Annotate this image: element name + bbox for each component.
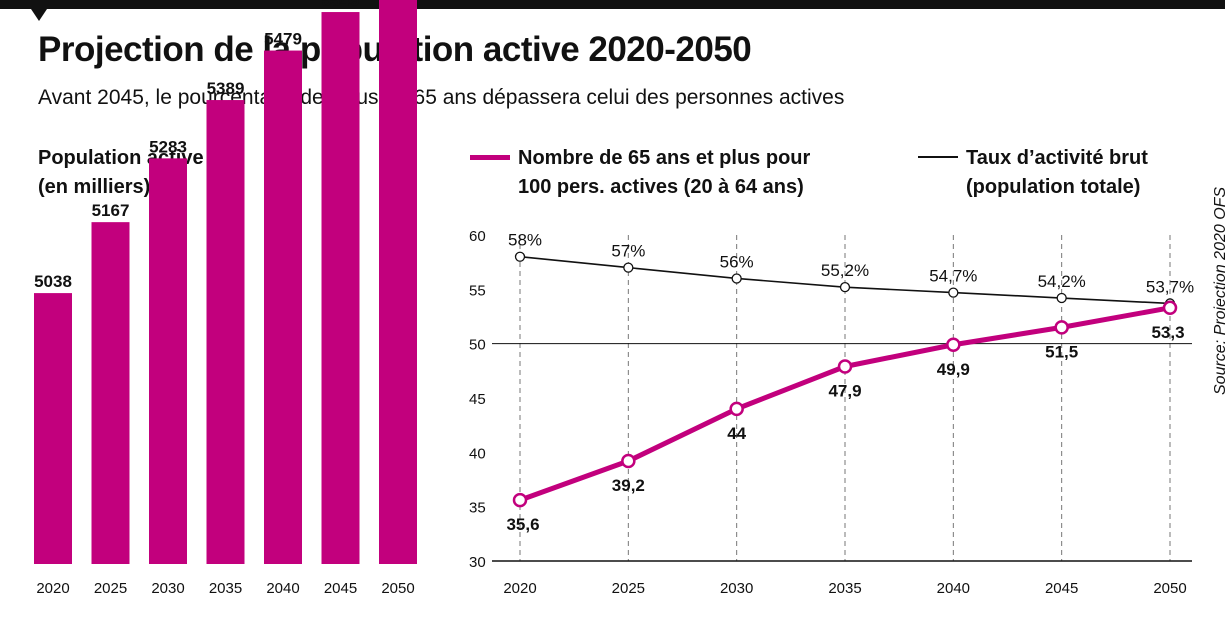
legend-activity: Taux d’activité brut (population totale) bbox=[966, 144, 1148, 202]
bar-x-tick: 2035 bbox=[209, 580, 242, 597]
legend-activity-line2: (population totale) bbox=[966, 176, 1141, 198]
y-tick-label: 35 bbox=[469, 500, 486, 517]
source-note: Source: Projection 2020 OFS bbox=[1212, 186, 1225, 395]
legend-swatch-ratio bbox=[470, 155, 510, 160]
bar-chart-title-line2: (en milliers) bbox=[38, 176, 151, 198]
bar-2020 bbox=[34, 293, 72, 564]
line-x-tick: 2030 bbox=[720, 580, 753, 597]
ratio-65-point bbox=[1162, 300, 1178, 316]
line-x-tick: 2025 bbox=[612, 580, 645, 597]
ratio-65-label: 39,2 bbox=[612, 476, 645, 495]
ratio-65-label: 47,9 bbox=[828, 381, 861, 400]
legend-swatch-activity bbox=[918, 156, 958, 158]
bar-value-label: 5038 bbox=[34, 272, 72, 291]
bar-2030 bbox=[149, 158, 187, 564]
activity-rate-label: 57% bbox=[611, 242, 645, 261]
activity-rate-point bbox=[1056, 292, 1067, 304]
activity-rate-label: 54,2% bbox=[1038, 272, 1086, 291]
bar-value-label: 5479 bbox=[264, 30, 302, 49]
activity-rate-point bbox=[731, 273, 742, 284]
ratio-65-label: 53,3 bbox=[1151, 323, 1184, 342]
ratio-65-point bbox=[946, 337, 961, 353]
line-x-tick: 2045 bbox=[1045, 580, 1078, 597]
bar-chart: 5038 2020 5167 2025 5283 2030 5389 2035 5479 2040… bbox=[30, 0, 420, 597]
bar-value-label: 5283 bbox=[149, 137, 187, 156]
activity-rate-point bbox=[623, 262, 634, 273]
line-chart: 2020 2025 2030 2035 2040 2045 2050 30 35 40 45 50 55… bbox=[469, 228, 1194, 597]
legend-activity-line1: Taux d’activité brut bbox=[966, 147, 1148, 169]
y-tick-label: 45 bbox=[469, 391, 486, 408]
y-tick-label: 55 bbox=[469, 282, 486, 299]
ratio-65-point bbox=[512, 492, 528, 508]
bar-2045 bbox=[321, 12, 360, 565]
ratio-65-point bbox=[729, 401, 744, 417]
bar-value-label: 5389 bbox=[207, 79, 245, 98]
bar-2035 bbox=[206, 100, 245, 565]
legend-ratio: Nombre de 65 ans et plus pour 100 pers. … bbox=[518, 144, 810, 202]
triangle-marker-icon bbox=[31, 9, 47, 21]
ratio-65-point bbox=[1054, 320, 1069, 335]
line-x-tick: 2050 bbox=[1153, 580, 1186, 597]
activity-rate-label: 53,7% bbox=[1146, 277, 1194, 296]
line-x-tick: 2020 bbox=[503, 580, 536, 597]
ratio-65-point bbox=[837, 359, 853, 374]
bar-2040 bbox=[264, 50, 302, 565]
bar-x-tick: 2020 bbox=[36, 580, 69, 597]
bar-2050 bbox=[379, 0, 417, 565]
activity-rate-point bbox=[948, 287, 959, 298]
ratio-65-point bbox=[621, 453, 636, 469]
line-x-tick: 2035 bbox=[828, 580, 861, 597]
y-tick-label: 30 bbox=[469, 554, 486, 571]
ratio-65-label: 51,5 bbox=[1045, 342, 1078, 361]
activity-rate-label: 58% bbox=[508, 231, 542, 250]
bar-x-tick: 2025 bbox=[94, 580, 127, 597]
bar-x-tick: 2045 bbox=[324, 580, 357, 597]
activity-rate-label: 54,7% bbox=[929, 267, 977, 286]
top-rule bbox=[0, 0, 1225, 9]
bar-x-tick: 2040 bbox=[266, 580, 299, 597]
bar-x-tick: 2050 bbox=[381, 580, 414, 597]
bar-value-label: 5549 bbox=[322, 0, 360, 10]
activity-rate-point bbox=[839, 282, 851, 293]
ratio-65-label: 44 bbox=[727, 424, 746, 443]
activity-rate-point bbox=[514, 251, 526, 262]
y-tick-label: 40 bbox=[469, 445, 486, 462]
y-tick-label: 50 bbox=[469, 337, 486, 354]
activity-rate-label: 55,2% bbox=[821, 261, 869, 280]
ratio-65-label: 35,6 bbox=[506, 515, 539, 534]
legend-ratio-line2: 100 pers. actives (20 à 64 ans) bbox=[518, 176, 804, 198]
bar-value-label: 5167 bbox=[92, 201, 130, 220]
bar-x-tick: 2030 bbox=[151, 580, 184, 597]
bar-2025 bbox=[91, 222, 130, 564]
ratio-65-label: 49,9 bbox=[937, 360, 970, 379]
activity-rate-label: 56% bbox=[720, 252, 754, 271]
y-tick-label: 60 bbox=[469, 228, 486, 245]
line-x-tick: 2040 bbox=[937, 580, 970, 597]
legend-ratio-line1: Nombre de 65 ans et plus pour bbox=[518, 147, 811, 169]
